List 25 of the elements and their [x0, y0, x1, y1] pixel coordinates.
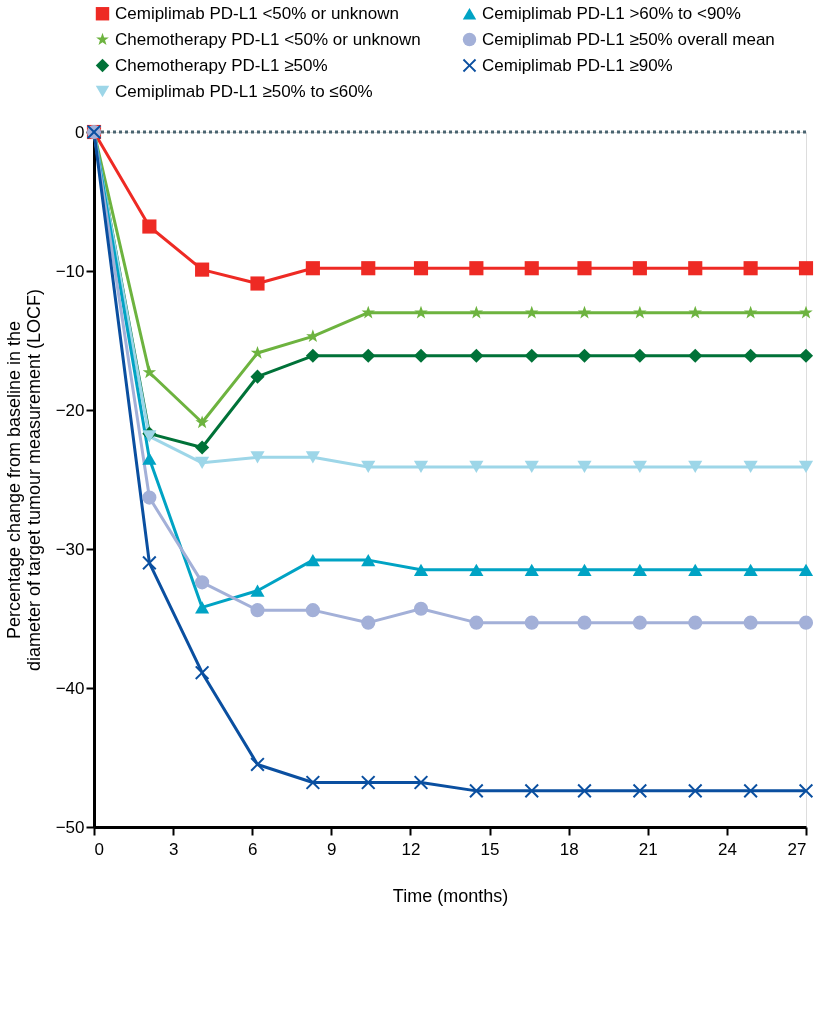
y-axis-title: Percentage change from baseline in the diameter of target tumour measurement (LOCF): [3, 288, 44, 672]
legend-label: Chemotherapy PD-L1 ≥50%: [115, 55, 328, 75]
y-tick-label: −10: [55, 261, 85, 281]
legend-label: Cemiplimab PD-L1 ≥50% overall mean: [482, 29, 775, 49]
x-tick-label: 18: [559, 839, 579, 859]
x-tick-label: 24: [717, 839, 737, 859]
legend-label: Chemotherapy PD-L1 <50% or unknown: [115, 29, 421, 49]
x-tick-label: 27: [787, 839, 807, 859]
y-tick-label: −30: [55, 539, 85, 559]
legend-label: Cemiplimab PD-L1 ≥90%: [482, 55, 673, 75]
x-tick-label: 21: [638, 839, 658, 859]
legend-label: Cemiplimab PD-L1 ≥50% to ≤60%: [115, 81, 373, 101]
x-tick-label: 0: [94, 839, 104, 859]
y-tick-label: −40: [55, 678, 85, 698]
legend-label: Cemiplimab PD-L1 >60% to <90%: [482, 3, 741, 23]
y-tick-label: −20: [55, 400, 85, 420]
legend-label: Cemiplimab PD-L1 <50% or unknown: [115, 3, 399, 23]
x-tick-label: 15: [480, 839, 500, 859]
x-tick-label: 3: [168, 839, 179, 859]
y-tick-label: −50: [55, 817, 85, 837]
x-tick-label: 9: [327, 839, 337, 859]
x-tick-label: 6: [247, 839, 258, 859]
x-tick-label: 12: [401, 839, 421, 859]
y-tick-label: 0: [75, 122, 85, 142]
x-axis-title: Time (months): [392, 885, 509, 906]
